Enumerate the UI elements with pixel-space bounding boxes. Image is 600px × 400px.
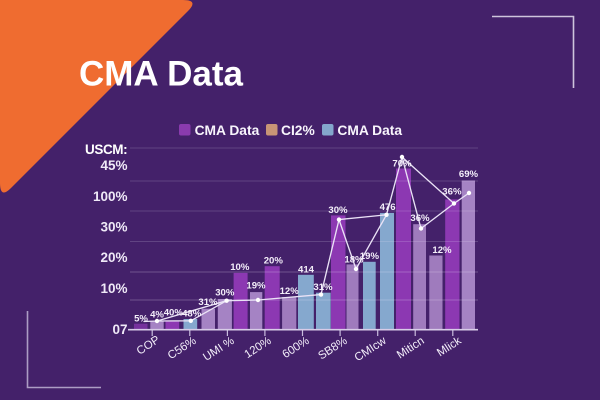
svg-text:CMA Data: CMA Data: [337, 123, 402, 138]
svg-text:5%: 5%: [134, 314, 148, 325]
svg-text:20%: 20%: [100, 250, 127, 265]
svg-text:USCM:: USCM:: [85, 142, 127, 157]
svg-text:48%: 48%: [182, 308, 202, 319]
svg-text:30%: 30%: [328, 205, 348, 216]
svg-text:476: 476: [380, 202, 396, 213]
svg-text:19%: 19%: [246, 281, 266, 292]
svg-text:100%: 100%: [93, 189, 128, 204]
svg-text:31%: 31%: [198, 297, 218, 308]
svg-text:69%: 69%: [459, 169, 479, 180]
svg-text:40%: 40%: [164, 308, 184, 319]
svg-text:10%: 10%: [230, 262, 250, 273]
svg-text:CMA Data: CMA Data: [195, 123, 260, 138]
svg-text:70%: 70%: [392, 159, 412, 170]
svg-text:20%: 20%: [264, 256, 284, 267]
svg-text:07: 07: [112, 322, 127, 337]
svg-text:414: 414: [298, 265, 315, 276]
svg-text:12%: 12%: [280, 286, 300, 297]
svg-text:31%: 31%: [313, 282, 333, 293]
svg-text:19%: 19%: [360, 251, 380, 262]
svg-text:4%: 4%: [150, 309, 164, 320]
svg-text:45%: 45%: [100, 158, 127, 173]
svg-text:18%: 18%: [344, 255, 364, 266]
svg-text:CI2%: CI2%: [281, 123, 315, 138]
svg-text:10%: 10%: [100, 281, 127, 296]
svg-text:CMA Data: CMA Data: [79, 55, 244, 94]
svg-text:36%: 36%: [442, 187, 462, 198]
svg-text:30%: 30%: [100, 220, 127, 235]
svg-text:30%: 30%: [215, 287, 235, 298]
svg-text:36%: 36%: [410, 213, 430, 224]
svg-text:12%: 12%: [432, 245, 452, 256]
